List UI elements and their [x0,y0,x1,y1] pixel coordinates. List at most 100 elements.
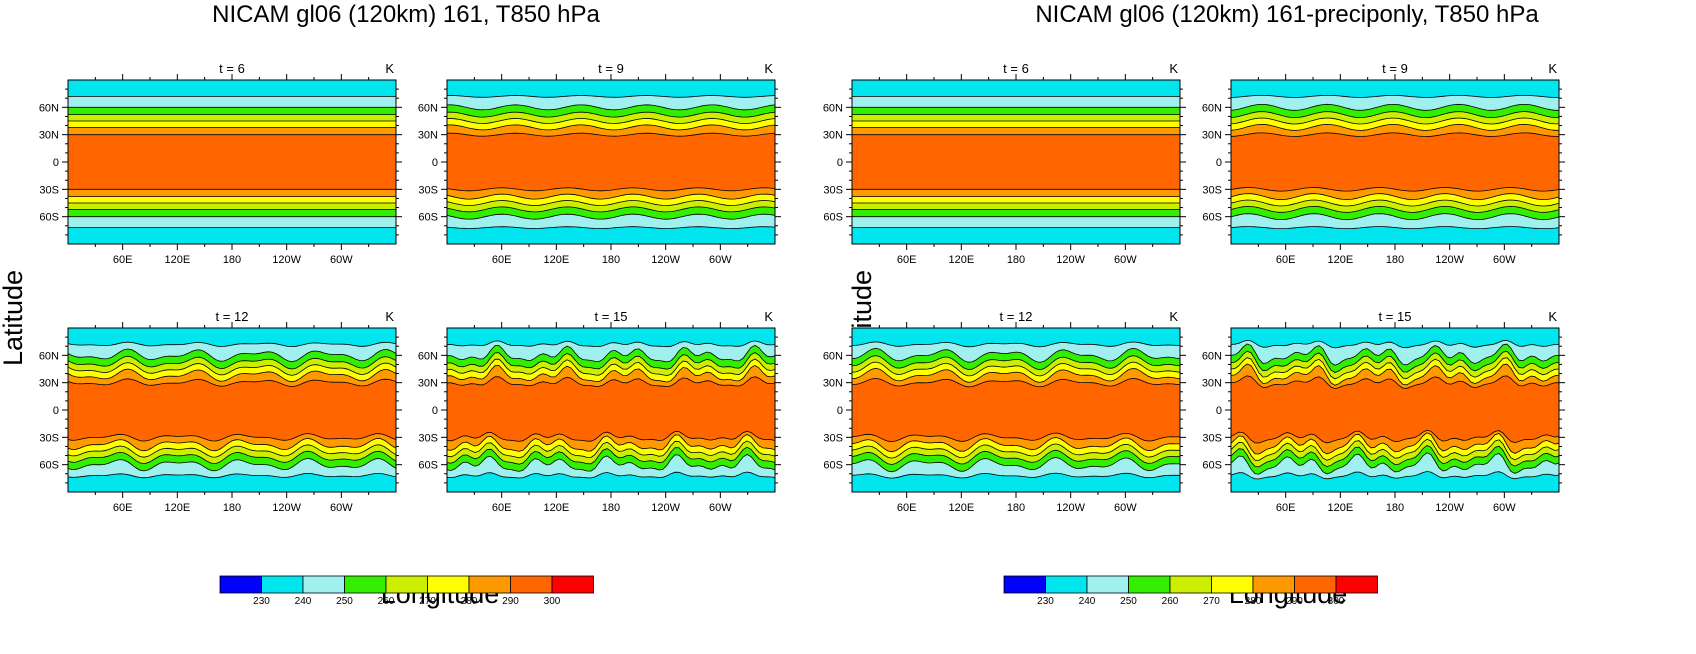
colorbar-swatch [261,575,304,594]
x-tick-label: 180 [223,254,241,266]
y-tick-label: 0 [53,405,59,417]
x-tick-label: 120W [1435,502,1464,514]
contour-line [447,200,775,206]
x-tick-label: 120E [543,254,569,266]
panel-units: K [1548,309,1557,324]
x-tick-label: 60W [330,254,353,266]
x-tick-label: 120E [1327,254,1353,266]
contour-line [852,472,1180,479]
y-tick-label: 30S [823,184,843,196]
contour-line [68,450,396,465]
x-tick-label: 60E [897,254,917,266]
x-tick-label: 60E [492,254,512,266]
colorbar-swatch [302,575,345,594]
contour-line [1231,95,1559,98]
colorbar-swatch [1335,575,1378,594]
contour-line [447,104,775,111]
panel: t = 9 K 60E 120E 180 120W 60W 60N 30N 0 30S 60S [1202,61,1565,266]
contour-line [447,446,775,465]
panel-title: t = 15 [595,309,628,324]
contour-line [447,132,775,137]
contour-line [68,362,396,376]
contour-line [852,367,1180,383]
x-tick-label: 60W [1114,254,1137,266]
x-tick-label: 180 [1007,254,1025,266]
contour-line [1231,199,1559,207]
y-tick-label: 60N [823,350,843,362]
panel-units: K [385,61,394,76]
colorbar-swatch [385,575,428,594]
x-tick-label: 120W [651,254,680,266]
x-tick-label: 120E [164,502,190,514]
panel: t = 6 K 60E 120E 180 120W 60W 60N 30N 0 30S 60S [39,61,402,266]
x-tick-label: 120E [164,254,190,266]
y-tick-label: 30S [39,432,59,444]
x-tick-label: 60W [330,502,353,514]
x-tick-label: 180 [1007,502,1025,514]
y-tick-label: 60S [1202,212,1222,224]
y-tick-label: 60S [823,460,843,472]
colorbar-swatch [1003,575,1046,594]
x-tick-label: 60W [1114,502,1137,514]
contour-band-south [68,162,396,190]
x-tick-label: 60W [1493,254,1516,266]
x-tick-label: 60E [1276,254,1296,266]
panel-title: t = 9 [598,61,624,76]
x-tick-label: 120E [948,502,974,514]
contour-line [1231,123,1559,131]
contour-line [447,187,775,192]
contour-line [447,340,775,348]
y-tick-label: 60N [823,102,843,114]
y-tick-label: 30N [39,130,59,142]
x-tick-label: 120W [1056,254,1085,266]
contour-line [447,454,775,472]
y-tick-label: 30S [418,184,438,196]
contour-line [447,364,775,383]
colorbar-label: 270 [419,596,436,607]
contour-line [68,437,396,452]
y-tick-label: 0 [53,157,59,169]
colorbar-swatch [468,575,511,594]
contour-line [1231,452,1559,475]
contour-line [1231,375,1559,390]
y-tick-label: 0 [1216,405,1222,417]
y-tick-label: 30S [823,432,843,444]
x-tick-label: 120W [272,254,301,266]
panel-units: K [764,61,773,76]
y-tick-label: 60N [1202,102,1222,114]
contour-line [447,376,775,388]
x-tick-label: 60E [113,254,133,266]
x-tick-label: 60E [492,502,512,514]
contour-line [447,434,775,452]
contour-band-south [447,410,775,442]
colorbar-label: 270 [1203,596,1220,607]
colorbar-swatch [1086,575,1129,594]
y-tick-label: 30S [1202,184,1222,196]
y-tick-label: 30N [418,130,438,142]
colorbar-label: 250 [336,596,353,607]
contour-line [68,368,396,383]
colorbar-label: 280 [1245,596,1262,607]
contour-line [447,95,775,98]
contour-line [68,378,396,387]
main-title-left: NICAM gl06 (120km) 161, T850 hPa [212,1,600,28]
colorbar-swatch [344,575,387,594]
colorbar-swatch [219,575,262,594]
contour-line [852,437,1180,453]
y-tick-label: 30N [39,378,59,390]
x-tick-label: 180 [602,502,620,514]
colorbar-swatch [427,575,470,594]
contour-line [447,118,775,124]
contour-line [68,444,396,458]
contour-line [852,355,1180,371]
panel-title: t = 12 [216,309,249,324]
x-tick-label: 180 [223,502,241,514]
contour-line [1231,343,1559,366]
y-tick-label: 0 [1216,157,1222,169]
contour-line [68,457,396,472]
y-tick-label: 60S [39,460,59,472]
y-tick-label: 0 [837,157,843,169]
contour-line [1231,213,1559,221]
contour-line [68,348,396,363]
